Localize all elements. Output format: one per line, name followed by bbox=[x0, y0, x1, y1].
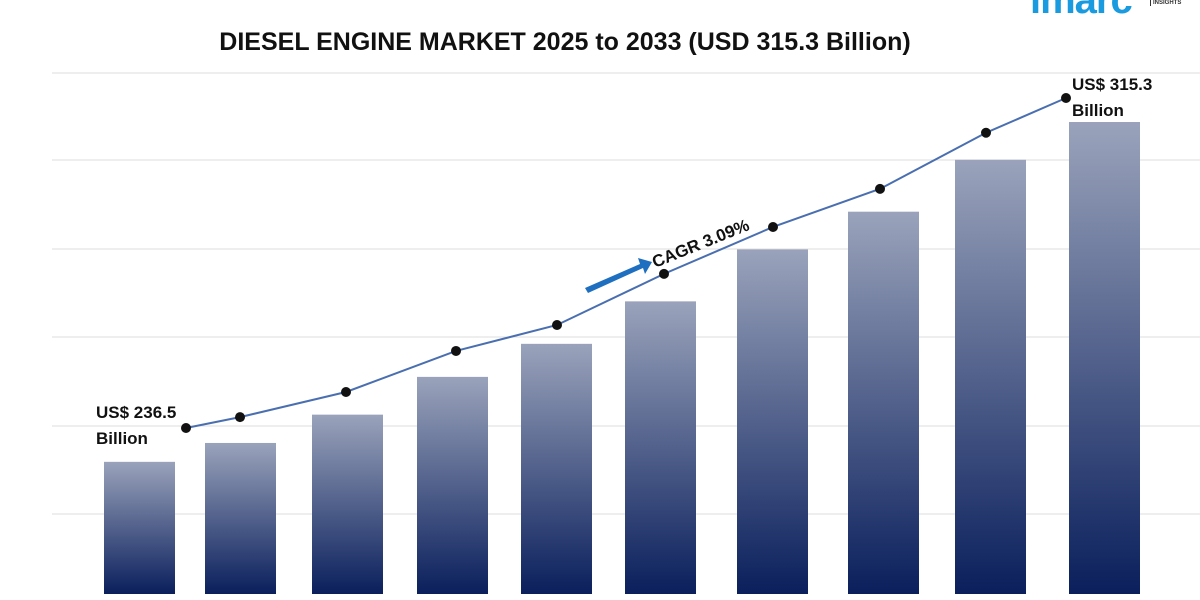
bar bbox=[848, 211, 919, 594]
end-value-unit: Billion bbox=[1072, 101, 1124, 120]
line-point bbox=[981, 127, 991, 138]
bar bbox=[104, 461, 175, 594]
bar bbox=[625, 301, 696, 594]
logo-subtitle: INSIGHTS bbox=[1150, 0, 1181, 6]
trend-line bbox=[185, 97, 1067, 429]
end-value-label: US$ 315.3 bbox=[1072, 75, 1152, 94]
line-point bbox=[659, 268, 669, 279]
bar bbox=[417, 376, 488, 594]
line-point bbox=[768, 221, 778, 232]
line-point bbox=[1061, 93, 1071, 103]
line-point bbox=[181, 423, 191, 433]
line-point bbox=[552, 319, 562, 330]
cagr-arrow-icon bbox=[585, 258, 652, 293]
bar bbox=[312, 414, 383, 594]
chart-title: DIESEL ENGINE MARKET 2025 to 2033 (USD 3… bbox=[219, 28, 911, 56]
bar bbox=[737, 249, 808, 594]
line-point bbox=[875, 183, 885, 194]
bar bbox=[521, 343, 592, 594]
start-value-unit: Billion bbox=[96, 429, 148, 448]
bar bbox=[205, 442, 276, 594]
line-point bbox=[451, 345, 461, 356]
bar bbox=[1069, 122, 1140, 594]
imarc-logo: imarc bbox=[1030, 0, 1133, 22]
bar bbox=[955, 159, 1026, 594]
line-point bbox=[341, 386, 351, 397]
start-value-label: US$ 236.5 bbox=[96, 403, 176, 422]
line-point bbox=[235, 412, 245, 423]
